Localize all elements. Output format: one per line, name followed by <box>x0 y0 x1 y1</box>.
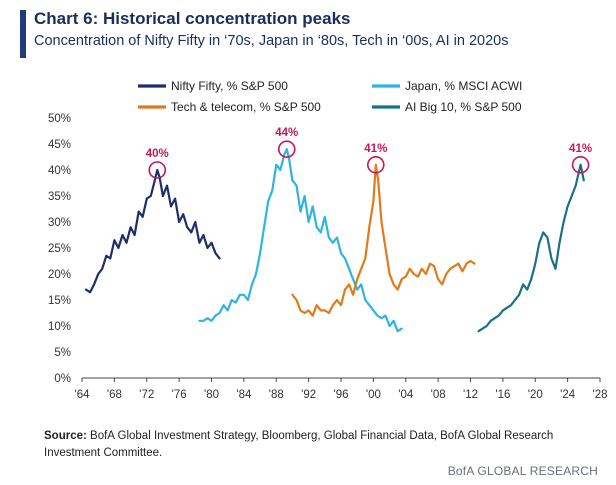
x-tick-label: '76 <box>172 389 187 401</box>
legend-label: Nifty Fifty, % S&P 500 <box>171 79 288 93</box>
source-note: Source: BofA Global Investment Strategy,… <box>44 428 604 462</box>
peak-circle-marker <box>148 161 167 179</box>
y-tick-label: 15% <box>48 295 71 307</box>
y-tick-label: 10% <box>48 321 71 333</box>
x-tick-label: '80 <box>204 389 219 401</box>
y-tick-label: 40% <box>48 165 71 177</box>
y-tick-label: 25% <box>48 243 71 255</box>
y-tick-label: 50% <box>48 113 71 125</box>
y-tick-label: 45% <box>48 139 71 151</box>
source-text: BofA Global Investment Strategy, Bloombe… <box>44 430 554 459</box>
legend-label: Tech & telecom, % S&P 500 <box>171 100 321 114</box>
y-tick-label: 5% <box>54 347 71 359</box>
x-tick-label: '84 <box>236 389 252 401</box>
source-label: Source: <box>44 430 87 442</box>
brand-footer: BofA GLOBAL RESEARCH <box>447 464 598 478</box>
chart-title: Chart 6: Historical concentration peaks <box>34 9 351 28</box>
series-line-4 <box>477 163 585 333</box>
x-tick-label: '12 <box>463 389 478 401</box>
y-tick-label: 20% <box>48 269 71 281</box>
chart-annotations: 40% 44% 41% 41% <box>146 127 592 179</box>
x-tick-label: '28 <box>593 389 608 401</box>
peak-circle-marker <box>367 156 385 174</box>
series-line-2 <box>198 148 403 333</box>
legend-label: AI Big 10, % S&P 500 <box>405 100 522 114</box>
chart-subtitle: Concentration of Nifty Fifty in ‘70s, Ja… <box>34 33 509 49</box>
x-tick-label: '96 <box>334 389 349 401</box>
peak-value-label: 41% <box>569 143 592 155</box>
series-line-1 <box>84 168 221 294</box>
peak-value-label: 40% <box>146 148 169 160</box>
chart-axes: 0% 5% 10% 15% 20% 25% 30% 35% 40% 45% 50% '64 '68 '72… <box>48 113 608 401</box>
legend-label: Japan, % MSCI ACWI <box>405 79 522 93</box>
x-tick-label: '72 <box>139 389 154 401</box>
x-tick-label: '04 <box>398 389 414 401</box>
x-tick-label: '88 <box>269 389 284 401</box>
chart-series <box>84 148 585 333</box>
peak-value-label: 44% <box>275 127 298 139</box>
series-line-3 <box>291 163 476 317</box>
peak-circle-marker <box>571 156 590 174</box>
peak-value-label: 41% <box>364 143 387 155</box>
y-tick-label: 30% <box>48 217 71 229</box>
x-tick-label: '20 <box>528 389 543 401</box>
x-tick-label: '64 <box>75 389 91 401</box>
x-tick-label: '16 <box>495 389 510 401</box>
x-tick-label: '08 <box>431 389 446 401</box>
x-tick-label: '24 <box>560 389 576 401</box>
peak-circle-marker <box>277 140 296 158</box>
y-tick-label: 0% <box>54 373 71 385</box>
y-tick-label: 35% <box>48 191 71 203</box>
title-accent-bar <box>20 10 26 58</box>
chart-legend: Nifty Fifty, % S&P 500 Japan, % MSCI ACWI… <box>138 79 522 114</box>
x-tick-label: '68 <box>107 389 122 401</box>
x-tick-label: '92 <box>301 389 316 401</box>
x-tick-label: '00 <box>366 389 381 401</box>
